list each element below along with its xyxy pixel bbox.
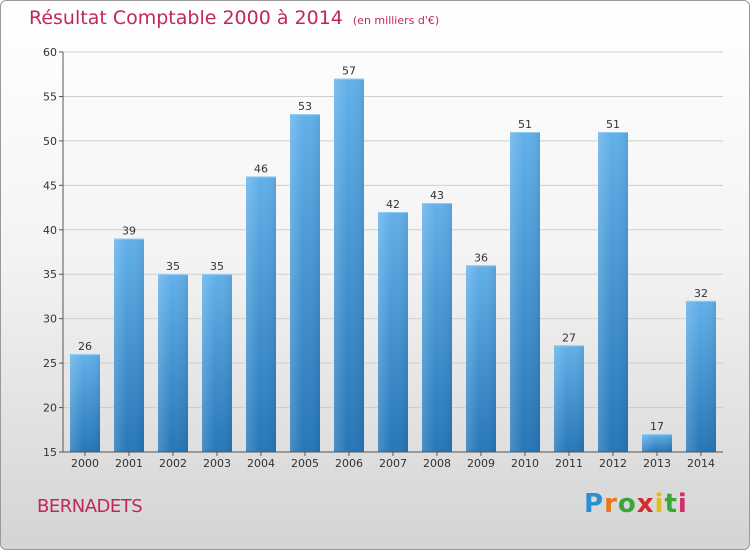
x-tick-label: 2009: [467, 457, 495, 470]
chart-title-text: Résultat Comptable 2000 à 2014: [29, 7, 343, 29]
y-tick-label: 15: [43, 446, 57, 459]
axes: [59, 51, 723, 456]
value-label: 51: [606, 118, 620, 131]
y-tick-label: 30: [43, 313, 57, 326]
chart-title: Résultat Comptable 2000 à 2014 (en millie…: [29, 7, 439, 29]
logo-letter: i: [677, 489, 688, 519]
x-tick-label: 2005: [291, 457, 319, 470]
y-tick-label: 40: [43, 224, 57, 237]
x-tick-label: 2004: [247, 457, 275, 470]
bar-shine-2006: [334, 78, 364, 453]
x-tick-label: 2014: [687, 457, 715, 470]
y-tick-label: 50: [43, 135, 57, 148]
value-label: 39: [122, 225, 136, 238]
x-tick-label: 2011: [555, 457, 583, 470]
x-tick-label: 2007: [379, 457, 407, 470]
y-tick-label: 35: [43, 268, 57, 281]
chart-unit: (en milliers d'€): [352, 14, 440, 27]
bar-shine-2003: [202, 274, 232, 452]
labels: 15 20 25 30 35 40 45 50 55 60 26 2000 39 2001 35 2002 35…: [43, 46, 715, 470]
x-tick-label: 2010: [511, 457, 539, 470]
value-label: 51: [518, 118, 532, 131]
bars: [70, 78, 716, 453]
bar-shine-2010: [510, 132, 540, 452]
bar-shine-2002: [158, 274, 188, 452]
value-label: 17: [650, 420, 664, 433]
bar-shine-2000: [70, 354, 100, 452]
logo-letter: P: [584, 489, 605, 519]
bar-shine-2007: [378, 212, 408, 452]
bar-shine-2001: [114, 238, 144, 452]
x-tick-label: 2001: [115, 457, 143, 470]
logo-letter: r: [604, 489, 618, 519]
proxiti-logo: Proxiti: [584, 489, 688, 519]
y-tick-label: 25: [43, 357, 57, 370]
y-tick-label: 55: [43, 90, 57, 103]
x-tick-label: 2003: [203, 457, 231, 470]
bar-shine-2004: [246, 176, 276, 452]
logo-letter: x: [636, 489, 655, 519]
logo-letter: i: [654, 489, 665, 519]
commune-name: BERNADETS: [37, 496, 143, 517]
x-tick-label: 2013: [643, 457, 671, 470]
x-tick-label: 2006: [335, 457, 363, 470]
value-label: 27: [562, 331, 576, 344]
value-label: 46: [254, 162, 268, 175]
y-tick-label: 60: [43, 46, 57, 59]
x-tick-label: 2012: [599, 457, 627, 470]
bar-shine-2012: [598, 132, 628, 452]
value-label: 42: [386, 198, 400, 211]
x-tick-label: 2000: [71, 457, 99, 470]
value-label: 57: [342, 65, 356, 78]
logo-letter: o: [617, 489, 637, 519]
y-tick-label: 45: [43, 179, 57, 192]
bar-shine-2005: [290, 114, 320, 452]
bar-shine-2008: [422, 203, 452, 452]
value-label: 43: [430, 189, 444, 202]
bar-shine-2013: [642, 434, 672, 452]
x-tick-label: 2008: [423, 457, 451, 470]
bar-shine-2009: [466, 265, 496, 452]
bar-shine-2011: [554, 345, 584, 452]
y-tick-label: 20: [43, 402, 57, 415]
value-label: 35: [166, 260, 180, 273]
x-tick-label: 2002: [159, 457, 187, 470]
logo-letter: t: [664, 489, 678, 519]
value-label: 36: [474, 251, 488, 264]
value-label: 35: [210, 260, 224, 273]
bar-shine-2014: [686, 300, 716, 452]
value-label: 32: [694, 287, 708, 300]
value-label: 53: [298, 100, 312, 113]
value-label: 26: [78, 340, 92, 353]
